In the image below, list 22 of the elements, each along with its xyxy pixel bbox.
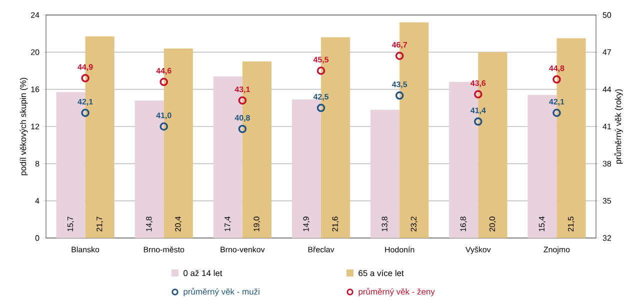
legend-label: 0 až 14 let <box>184 270 222 276</box>
point <box>238 124 247 134</box>
point <box>552 108 561 118</box>
point <box>81 74 90 82</box>
point <box>395 52 404 60</box>
point <box>474 90 482 98</box>
y2-axis-title: průměrný věk (roky) <box>614 89 623 164</box>
point <box>395 91 404 100</box>
legend-label: průměrný věk - muži <box>184 288 260 296</box>
point <box>160 78 168 86</box>
legend-label: průměrný věk - ženy <box>358 288 435 296</box>
point <box>552 75 561 84</box>
point <box>316 66 326 75</box>
point <box>81 108 90 118</box>
y-axis-title: podíl věkových skupin (%) <box>20 78 28 176</box>
point <box>238 96 247 105</box>
point <box>160 122 168 131</box>
legend-label: 65 a více let <box>358 270 404 276</box>
bar <box>370 110 400 238</box>
point <box>474 117 482 126</box>
bar <box>292 100 321 238</box>
point <box>316 104 326 112</box>
